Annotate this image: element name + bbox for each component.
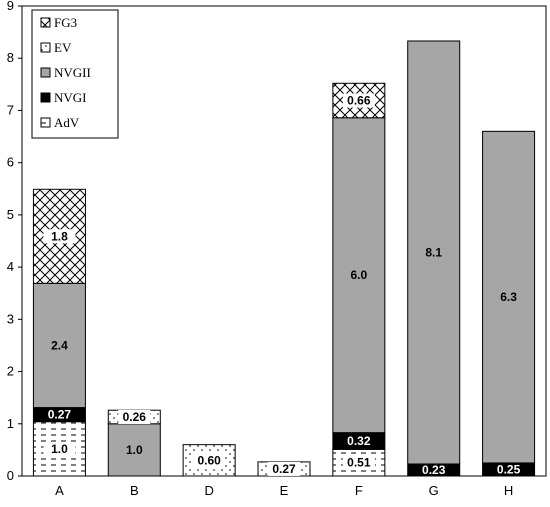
x-tick-label: E	[280, 483, 289, 498]
value-label-bg	[342, 455, 375, 470]
legend-label-ev: EV	[54, 40, 72, 55]
legend-label-nvgi: NVGI	[54, 90, 87, 105]
y-tick-label: 6	[7, 155, 14, 170]
value-label: 1.0	[126, 443, 143, 457]
y-tick-label: 1	[7, 416, 14, 431]
value-label-bg	[118, 409, 151, 424]
legend-label-adv: AdV	[54, 115, 80, 130]
legend-swatch-nvgi	[40, 92, 51, 103]
value-label: 6.0	[351, 268, 368, 282]
bars: 1.0 0.27 2.4 1.8 1.0 0.26 0.60 0.27 0.51 0.32 6.0 0…	[32, 40, 536, 477]
value-label-bg	[268, 461, 300, 476]
value-label: 0.27	[48, 408, 72, 422]
value-label: 0.26	[123, 410, 147, 424]
legend-label-fg3: FG3	[54, 15, 77, 30]
bar-b-nvgii	[107, 423, 161, 477]
bar-g-nvgii	[407, 40, 461, 465]
x-tick-label: B	[130, 483, 139, 498]
value-label-bg	[193, 453, 226, 468]
legend-swatch-fg3	[40, 17, 51, 28]
bar-f-nvgii	[332, 117, 386, 434]
y-tick-label: 4	[7, 259, 14, 274]
value-label: 0.23	[422, 463, 446, 477]
value-label: 0.25	[497, 462, 521, 476]
value-label: 1.8	[51, 229, 68, 243]
value-label-bg	[342, 93, 375, 108]
y-axis: 0 1 2 3 4 5 6 7 8 9	[7, 0, 22, 483]
value-label-bg	[43, 229, 76, 244]
y-tick-label: 3	[7, 311, 14, 326]
legend-swatch-nvgii	[40, 67, 51, 78]
value-label: 8.1	[425, 245, 442, 259]
y-tick-label: 5	[7, 207, 14, 222]
legend-swatch-ev	[40, 42, 51, 53]
y-tick-label: 7	[7, 102, 14, 117]
value-label-bg	[43, 441, 76, 456]
y-tick-label: 8	[7, 50, 14, 65]
value-label: 0.51	[347, 456, 371, 470]
legend-swatch-adv	[40, 117, 51, 128]
x-tick-label: G	[429, 483, 439, 498]
y-tick-label: 0	[7, 468, 14, 483]
legend-label-nvgii: NVGII	[54, 65, 91, 80]
x-tick-label: F	[355, 483, 363, 498]
legend: FG3 EV NVGII NVGI AdV	[31, 9, 119, 139]
value-label: 6.3	[500, 290, 517, 304]
bar-h-nvgii	[482, 130, 536, 464]
value-label: 0.27	[272, 462, 296, 476]
value-label: 0.66	[347, 94, 371, 108]
x-tick-label: H	[504, 483, 513, 498]
bar-a-nvgii	[32, 282, 86, 409]
y-tick-label: 2	[7, 364, 14, 379]
x-tick-label: A	[55, 483, 64, 498]
y-tick-label: 9	[7, 0, 14, 13]
value-label: 0.60	[197, 453, 221, 467]
value-label: 2.4	[51, 338, 68, 352]
value-label: 0.32	[347, 434, 371, 448]
x-tick-label: D	[204, 483, 213, 498]
value-label: 1.0	[51, 442, 68, 456]
